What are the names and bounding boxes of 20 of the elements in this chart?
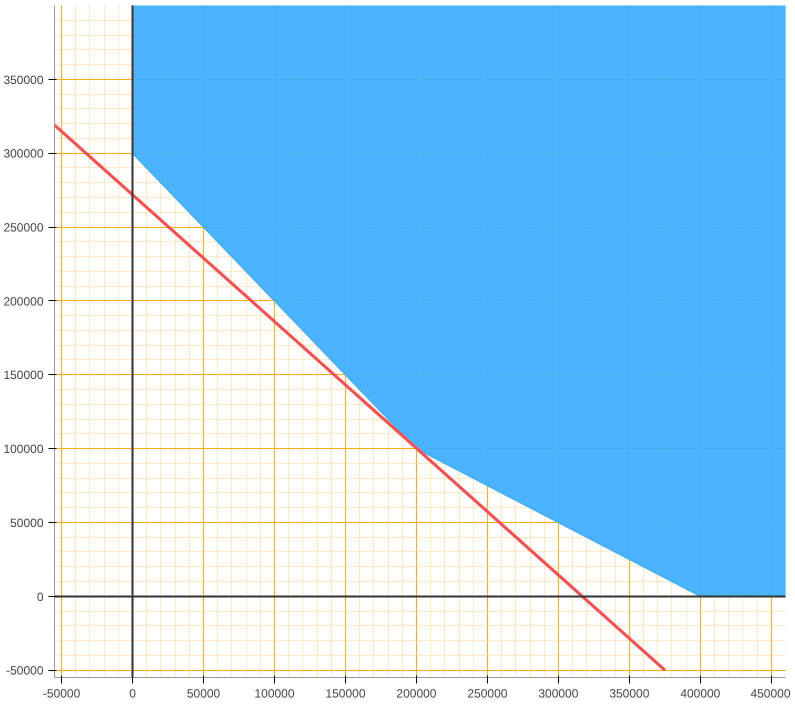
y-tick-label: 200000	[3, 294, 44, 308]
y-tick-label: -50000	[6, 664, 44, 678]
y-tick-label: 150000	[3, 368, 44, 382]
x-tick-label: 300000	[538, 686, 579, 700]
x-tick-label: -50000	[42, 686, 81, 700]
y-tick-label: 250000	[3, 220, 44, 235]
y-tick-label: 0	[36, 590, 44, 604]
x-tick-label: 450000	[750, 686, 791, 700]
y-tick-label: 50000	[10, 516, 44, 530]
x-tick-label: 100000	[254, 686, 295, 700]
y-tick-label: 300000	[3, 146, 44, 161]
x-tick-label: 50000	[186, 686, 221, 700]
x-tick-label: 250000	[467, 686, 508, 700]
y-tick-label: 350000	[3, 72, 44, 87]
y-tick-label: 100000	[3, 442, 44, 456]
x-tick-label: 200000	[396, 686, 437, 700]
x-tick-label: 0	[129, 686, 136, 700]
x-tick-label: 150000	[325, 686, 366, 700]
x-tick-label: 400000	[680, 686, 721, 700]
x-tick-label: 350000	[609, 686, 650, 700]
